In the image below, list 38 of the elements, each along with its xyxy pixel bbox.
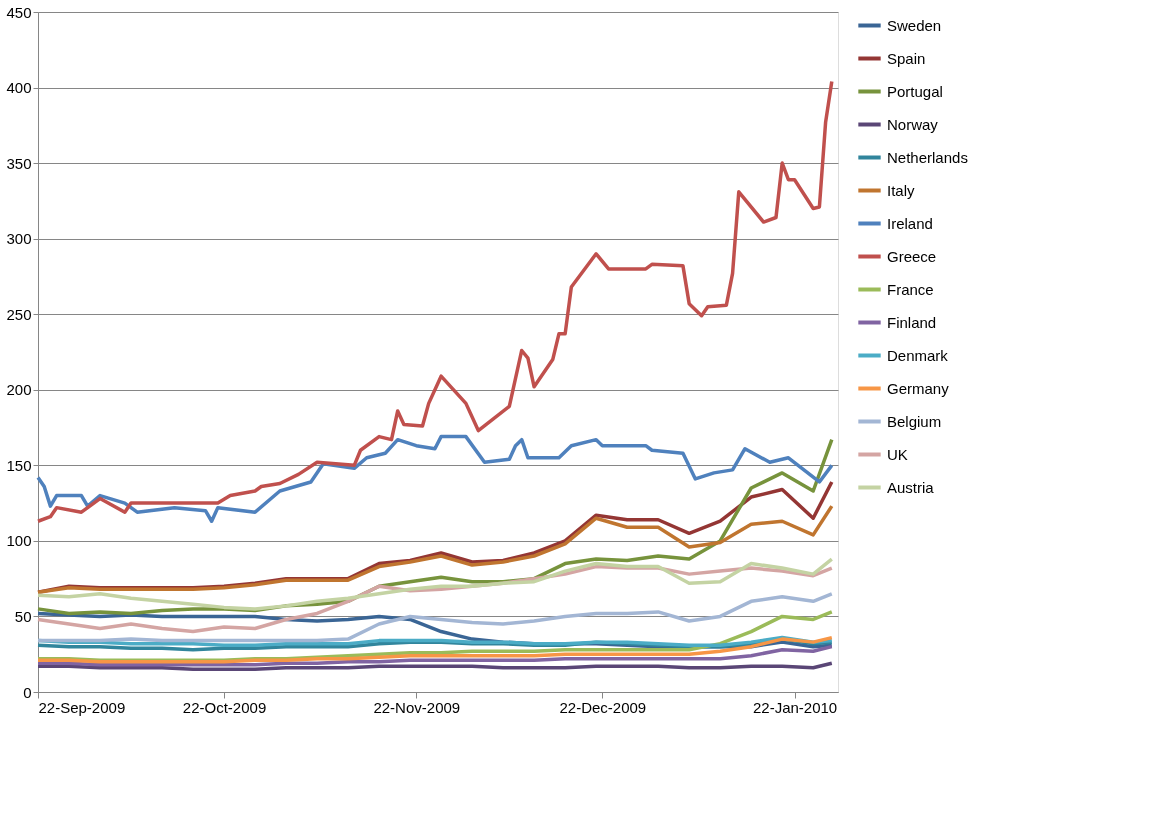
y-tick-label: 50 — [14, 607, 32, 625]
legend-label: Portugal — [887, 82, 943, 100]
legend-label: Austria — [887, 478, 935, 496]
legend-label: Finland — [887, 313, 937, 331]
y-tick-label: 200 — [6, 381, 32, 399]
legend-label: Sweden — [887, 16, 942, 34]
y-tick-label: 450 — [6, 3, 32, 21]
y-tick-label: 400 — [6, 79, 32, 97]
x-tick-label: 22-Oct-2009 — [182, 698, 267, 716]
y-tick-label: 250 — [6, 305, 32, 323]
y-tick-label: 150 — [6, 456, 32, 474]
x-tick-label: 22-Jan-2010 — [752, 698, 838, 716]
y-tick-label: 350 — [6, 154, 32, 172]
legend-label: Spain — [887, 49, 926, 67]
y-tick-label: 300 — [6, 230, 32, 248]
legend-label: Germany — [887, 379, 950, 397]
line-series — [36, 644, 834, 667]
y-tick-label: 100 — [6, 532, 32, 550]
line-series — [36, 79, 834, 523]
legend-label: Greece — [887, 247, 937, 265]
line-series — [36, 504, 834, 595]
legend-label: Norway — [887, 115, 939, 133]
line-series — [36, 434, 834, 523]
x-tick-label: 22-Nov-2009 — [373, 698, 461, 716]
legend-label: Netherlands — [887, 148, 968, 166]
legend-label: France — [887, 280, 934, 298]
line-series — [36, 635, 834, 664]
x-tick-label: 22-Sep-2009 — [38, 698, 126, 716]
legend-label: Ireland — [887, 214, 933, 232]
x-tick-label: 22-Dec-2009 — [559, 698, 647, 716]
line-series — [36, 661, 834, 672]
legend-label: Italy — [887, 181, 916, 199]
line-series — [36, 557, 834, 611]
legend-label: Belgium — [887, 412, 942, 430]
legend-label: UK — [887, 445, 908, 463]
legend-label: Denmark — [887, 346, 949, 364]
y-tick-label: 0 — [23, 683, 32, 701]
line-series — [36, 592, 834, 643]
